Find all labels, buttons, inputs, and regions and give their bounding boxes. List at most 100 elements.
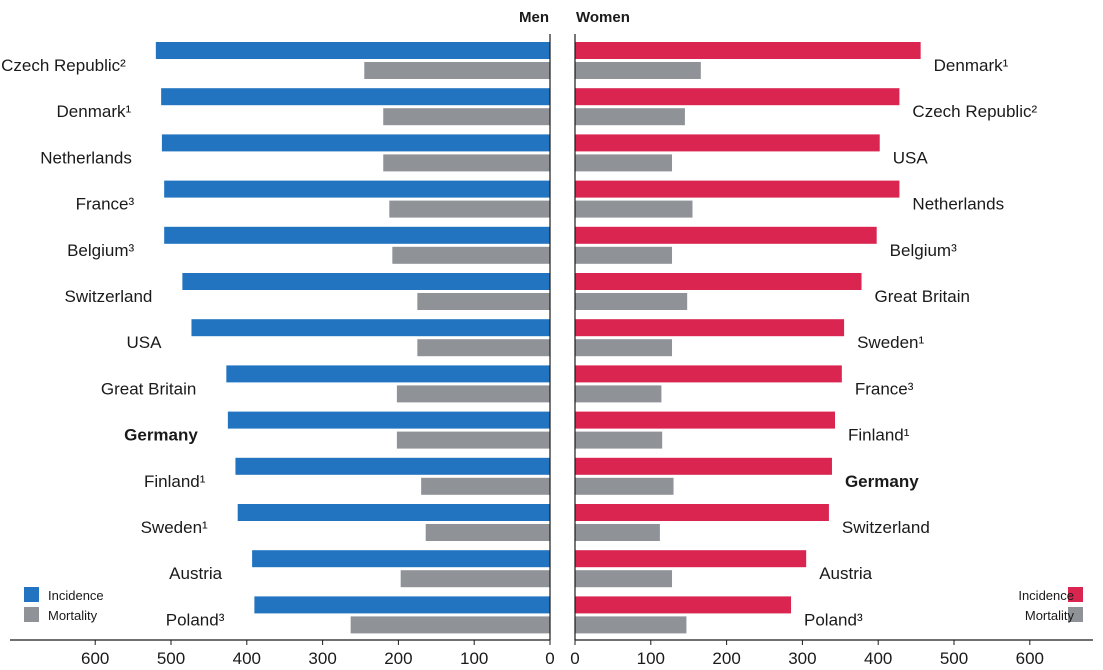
men-mortality-bar	[364, 62, 550, 79]
men-incidence-bar	[252, 550, 550, 568]
men-country-label: Germany	[124, 426, 198, 445]
men-incidence-bar	[155, 42, 550, 59]
women-panel-title: Women	[576, 9, 630, 26]
men-tick-label: 100	[460, 649, 488, 668]
men-country-label: Denmark¹	[57, 102, 132, 121]
men-country-label: USA	[126, 333, 162, 352]
women-country-label: Great Britain	[875, 287, 970, 306]
women-incidence-bar	[575, 226, 877, 244]
women-mortality-bar	[575, 477, 674, 495]
women-incidence-bar	[575, 273, 862, 290]
women-legend-mortality-label: Mortality	[1025, 608, 1075, 623]
women-mortality-bar	[575, 293, 688, 310]
men-legend-mortality-swatch	[24, 607, 39, 622]
women-incidence-bar	[575, 550, 807, 568]
men-incidence-bar	[226, 365, 551, 383]
women-incidence-bar	[575, 596, 792, 614]
men-tick-label: 200	[384, 649, 412, 668]
men-incidence-bar	[191, 319, 550, 337]
men-legend-incidence-swatch	[24, 587, 39, 602]
women-legend-incidence-swatch	[1068, 587, 1083, 602]
women-tick-label: 0	[570, 649, 579, 668]
women-tick-label: 100	[637, 649, 665, 668]
men-incidence-bar	[161, 134, 551, 152]
men-country-label: Austria	[169, 564, 222, 583]
men-mortality-bar	[389, 200, 550, 218]
women-country-label: Denmark¹	[934, 56, 1009, 75]
women-incidence-bar	[575, 134, 880, 152]
women-incidence-bar	[575, 319, 845, 337]
women-mortality-bar	[575, 62, 701, 79]
men-country-label: Sweden¹	[141, 518, 208, 537]
men-incidence-bar	[164, 226, 551, 244]
men-tick-label: 600	[81, 649, 109, 668]
women-country-label: Finland¹	[848, 426, 910, 445]
men-incidence-bar	[227, 411, 550, 429]
women-legend-mortality-swatch	[1068, 607, 1083, 622]
women-country-label: Belgium³	[890, 241, 957, 260]
men-incidence-bar	[164, 180, 551, 198]
women-country-label: Germany	[845, 472, 919, 491]
men-incidence-bar	[237, 504, 551, 521]
men-mortality-bar	[425, 524, 550, 541]
women-incidence-bar	[575, 88, 900, 106]
men-country-label: Netherlands	[40, 148, 132, 167]
men-mortality-bar	[383, 108, 550, 126]
women-mortality-bar	[575, 524, 660, 541]
men-mortality-bar	[392, 246, 550, 264]
women-mortality-bar	[575, 200, 693, 218]
men-mortality-bar	[396, 431, 550, 449]
women-incidence-bar	[575, 42, 921, 59]
men-mortality-bar	[383, 154, 550, 172]
women-mortality-bar	[575, 431, 663, 449]
women-mortality-bar	[575, 108, 685, 126]
men-country-label: Switzerland	[64, 287, 152, 306]
men-mortality-bar	[350, 616, 550, 634]
men-mortality-bar	[417, 339, 550, 357]
women-mortality-bar	[575, 570, 673, 588]
women-mortality-bar	[575, 154, 673, 172]
men-panel-title: Men	[519, 9, 549, 26]
women-legend-incidence-label: Incidence	[1018, 588, 1074, 603]
women-tick-label: 500	[940, 649, 968, 668]
women-incidence-bar	[575, 365, 842, 383]
women-country-label: Czech Republic²	[912, 102, 1037, 121]
men-country-label: Great Britain	[101, 379, 196, 398]
men-legend-mortality-label: Mortality	[48, 608, 98, 623]
women-country-label: Switzerland	[842, 518, 930, 537]
men-tick-label: 500	[157, 649, 185, 668]
men-country-label: Belgium³	[67, 241, 134, 260]
men-country-label: Czech Republic²	[1, 56, 126, 75]
men-mortality-bar	[421, 477, 550, 495]
women-mortality-bar	[575, 246, 673, 264]
men-tick-label: 300	[308, 649, 336, 668]
men-country-label: Finland¹	[144, 472, 206, 491]
women-tick-label: 400	[864, 649, 892, 668]
men-country-label: France³	[76, 195, 135, 214]
women-incidence-bar	[575, 411, 835, 429]
men-tick-label: 400	[233, 649, 261, 668]
women-country-label: Netherlands	[912, 195, 1004, 214]
women-tick-label: 200	[712, 649, 740, 668]
men-incidence-bar	[182, 273, 550, 290]
women-incidence-bar	[575, 504, 829, 521]
women-panel: Women Denmark¹ Czech Republic² USA Netherlan…	[570, 9, 1093, 668]
women-country-label: France³	[855, 379, 914, 398]
men-country-label: Poland³	[166, 610, 225, 629]
men-panel: Men Czech Republic² Denmark¹ Netherlands Fra…	[1, 9, 555, 668]
women-incidence-bar	[575, 457, 832, 475]
women-tick-label: 300	[788, 649, 816, 668]
men-tick-label: 0	[545, 649, 554, 668]
men-mortality-bar	[400, 570, 550, 588]
women-country-label: Austria	[819, 564, 872, 583]
men-incidence-bar	[161, 88, 550, 106]
women-country-label: Sweden¹	[857, 333, 924, 352]
men-mortality-bar	[396, 385, 550, 403]
women-tick-label: 600	[1016, 649, 1044, 668]
women-mortality-bar	[575, 616, 687, 634]
women-incidence-bar	[575, 180, 900, 198]
men-mortality-bar	[417, 293, 550, 310]
men-incidence-bar	[254, 596, 550, 614]
women-country-label: Poland³	[804, 610, 863, 629]
